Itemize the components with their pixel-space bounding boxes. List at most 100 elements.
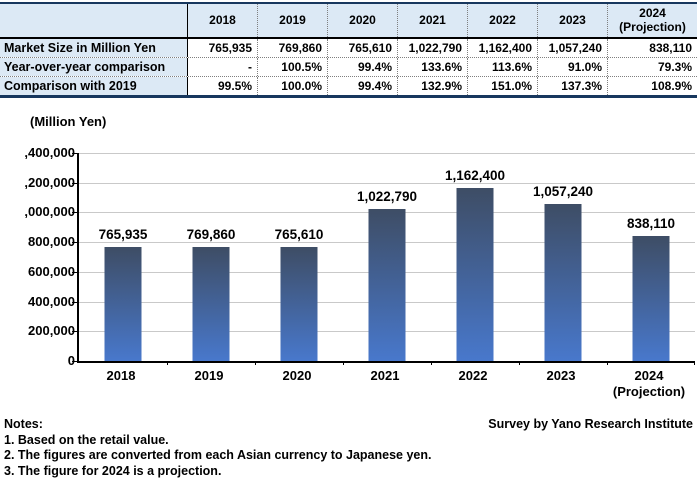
x-axis-tick [343,361,344,365]
x-category-label: 2022 [458,368,488,383]
table-cell: 765,935 [188,39,258,57]
y-tick-label: 0 [0,353,75,368]
bar-value-label: 1,162,400 [444,168,506,184]
x-axis-tick [694,361,695,365]
y-axis-tick [72,182,77,184]
table-cell: 132.9% [398,77,468,95]
x-axis-tick [167,361,168,365]
table-cell: 151.0% [468,77,538,95]
y-axis-tick [72,301,77,303]
bar-2019 [192,246,230,361]
note-line: 2. The figures are converted from each A… [4,448,432,462]
market-size-table: 2018 2019 2020 2021 2022 2023 2024 (Projection… [0,2,697,98]
table-cell: 100.0% [258,77,328,95]
bar-2022 [456,188,494,361]
bar-value-label: 1,057,240 [532,183,594,199]
table-cell: 79.3% [608,58,697,76]
gridline [79,153,695,154]
row-label: Comparison with 2019 [0,77,188,95]
note-line: 1. Based on the retail value. [4,432,169,447]
x-category-label: 2018 [106,368,136,383]
x-category-label: 2023 [546,368,576,383]
table-cell: 1,022,790 [398,39,468,57]
y-tick-label: 600,000 [28,263,75,279]
bar-value-label: 765,935 [98,227,148,243]
bar-value-label: 769,860 [186,226,236,242]
bar-2021 [368,209,406,361]
note-line: 3. The figure for 2024 is a projection. [4,463,222,478]
table-cell: 99.5% [188,77,258,95]
y-tick-label: ,200,000 [24,174,75,190]
table-corner-cell [0,4,188,37]
notes-title: Notes: [4,417,43,431]
x-axis-tick [431,361,432,365]
bar-value-label: 1,022,790 [356,189,418,205]
table-cell: 769,860 [258,39,328,57]
y-tick-label: 800,000 [28,234,75,250]
bar-value-label: 765,610 [274,227,324,243]
x-category-label: 2024 (Projection) [612,368,686,400]
x-axis-tick [607,361,608,365]
bar-slot: 838,110 [607,153,695,361]
bar-2020 [280,247,318,361]
column-header: 2020 [328,4,398,37]
x-category-label: 2019 [194,368,224,383]
column-header: 2018 [188,4,258,37]
table-cell: 100.5% [258,58,328,76]
bar-slot: 769,860 [167,153,255,361]
table-cell: 838,110 [608,39,697,57]
table-cell: 1,057,240 [538,39,608,57]
table-cell: 91.0% [538,58,608,76]
bar-slot: 765,935 [79,153,167,361]
notes-block: Notes: 1. Based on the retail value. 2. … [4,417,431,479]
bar-slot: 765,610 [255,153,343,361]
y-axis-tick [72,153,77,154]
survey-credit: Survey by Yano Research Institute [488,417,693,431]
table-cell: 99.4% [328,58,398,76]
y-axis-tick [72,212,77,214]
table-row: Year-over-year comparison -100.5% 99.4% 133… [0,57,697,76]
x-category-label: 2020 [282,368,312,383]
bar-2024 [632,236,670,361]
y-axis-tick-labels: ,400,000 ,200,000 ,000,000 800,000 600,000 40… [0,145,75,368]
table-cell: 765,610 [328,39,398,57]
y-axis-tick [72,331,77,333]
row-label: Year-over-year comparison [0,58,188,76]
column-header: 2022 [468,4,538,37]
column-header: 2021 [398,4,468,37]
y-tick-label: ,000,000 [24,204,75,220]
x-axis-category-labels: 2018 2019 2020 2021 2022 2023 2024 (Projection… [77,368,693,402]
table-cell: 1,162,400 [468,39,538,57]
bar-chart-plot-area: 765,935 769,860 765,610 1,022,790 1,162,400 1… [72,153,695,365]
bar-slot: 1,022,790 [343,153,431,361]
y-tick-label: 200,000 [28,323,75,339]
y-tick-label: ,400,000 [24,145,75,160]
y-tick-label: 400,000 [28,293,75,309]
y-axis-unit-label: (Million Yen) [30,114,107,129]
x-axis-tick [519,361,520,365]
bar-2018 [104,247,142,361]
table-row: Market Size in Million Yen 765,935 769,860… [0,39,697,57]
table-cell: 108.9% [608,77,697,95]
column-header: 2019 [258,4,328,37]
y-axis-tick [72,242,77,244]
y-axis-tick [72,271,77,273]
x-category-label: 2021 [370,368,400,383]
y-axis-tick [72,361,77,362]
bar-slot: 1,162,400 [431,153,519,361]
gridline [79,182,695,184]
table-cell: - [188,58,258,76]
bar-slot: 1,057,240 [519,153,607,361]
table-cell: 133.6% [398,58,468,76]
bar-value-label: 838,110 [626,216,676,232]
table-row: Comparison with 2019 99.5% 100.0% 99.4% 132.… [0,76,697,95]
table-cell: 113.6% [468,58,538,76]
table-cell: 137.3% [538,77,608,95]
table-header-row: 2018 2019 2020 2021 2022 2023 2024 (Projection… [0,4,697,39]
column-header: 2024 (Projection) [608,4,697,37]
column-header: 2023 [538,4,608,37]
bar-2023 [544,203,582,361]
x-axis-tick [255,361,256,365]
table-cell: 99.4% [328,77,398,95]
